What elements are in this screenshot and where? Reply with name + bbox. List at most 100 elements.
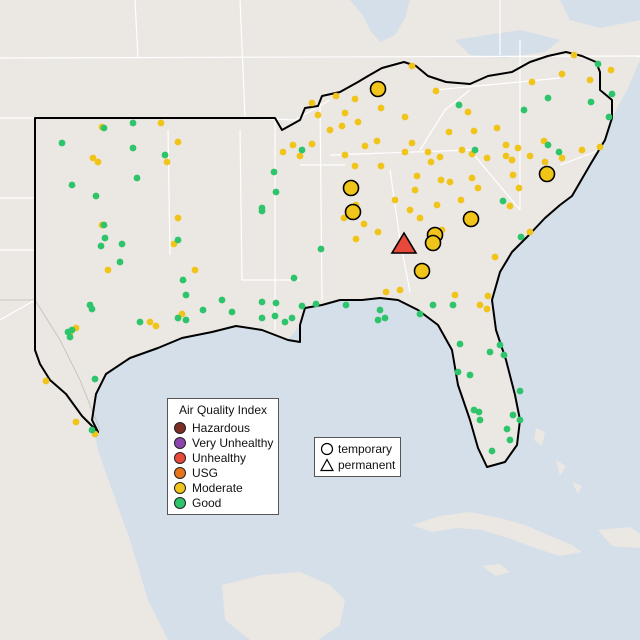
temporary-monitor-7: [538, 165, 556, 183]
moderate-site-93: [451, 291, 459, 299]
good-site-7: [133, 174, 141, 182]
good-site-66: [605, 113, 613, 121]
moderate-site-42: [558, 154, 566, 162]
state-line-5: [167, 129, 171, 256]
legend-item-unhealthy: Unhealthy: [174, 451, 246, 466]
moderate-site-3: [163, 158, 171, 166]
good-site-69: [587, 98, 595, 106]
legend-label-very-unhealthy: Very Unhealthy: [192, 436, 274, 450]
moderate-site-29: [351, 162, 359, 170]
moderate-site-55: [352, 235, 360, 243]
moderate-site-91: [464, 108, 472, 116]
good-site-9: [101, 234, 109, 242]
moderate-site-25: [354, 118, 362, 126]
moderate-site-63: [457, 196, 465, 204]
good-site-47: [516, 416, 524, 424]
good-site-37: [381, 314, 389, 322]
good-site-40: [454, 368, 462, 376]
good-site-4: [161, 151, 169, 159]
legend-item-good: Good: [174, 496, 221, 511]
good-site-39: [456, 340, 464, 348]
lake-erie: [455, 30, 560, 58]
moderate-site-13: [152, 322, 160, 330]
moderate-site-69: [382, 288, 390, 296]
moderate-site-4: [89, 154, 97, 162]
good-site-53: [470, 406, 478, 414]
moderate-site-44: [596, 143, 604, 151]
legend-item-moderate: Moderate: [174, 481, 243, 496]
good-site-5: [68, 181, 76, 189]
moderate-site-73: [493, 124, 501, 132]
good-site-59: [272, 188, 280, 196]
moderate-site-60: [406, 206, 414, 214]
state-line-2: [134, 0, 139, 59]
good-site-58: [298, 146, 306, 154]
moderate-site-77: [528, 78, 536, 86]
very-unhealthy-swatch: [174, 437, 186, 449]
legend-label-unhealthy: Unhealthy: [192, 451, 247, 465]
temporary-monitor-4: [424, 234, 442, 252]
moderate-site-81: [586, 76, 594, 84]
good-site-30: [271, 312, 279, 320]
legend-item-hazardous: Hazardous: [174, 421, 250, 436]
state-line-6: [239, 129, 300, 281]
good-site-51: [476, 416, 484, 424]
moderate-site-30: [377, 162, 385, 170]
moderate-site-83: [432, 87, 440, 95]
state-line-9: [329, 149, 471, 156]
state-line-20: [0, 299, 36, 321]
good-site-63: [374, 316, 382, 324]
moderate-site-23: [326, 126, 334, 134]
good-site-22: [174, 314, 182, 322]
moderate-site-70: [413, 172, 421, 180]
state-line-3: [239, 0, 246, 119]
temporary-monitor-2: [344, 203, 362, 221]
moderate-site-48: [491, 253, 499, 261]
good-site-65: [88, 426, 96, 434]
jamaica: [482, 564, 510, 576]
good-site-46: [509, 411, 517, 419]
hispaniola: [598, 527, 640, 548]
aqi-legend: Air Quality Index Hazardous Very Unhealt…: [167, 398, 279, 515]
moderate-site-34: [436, 153, 444, 161]
state-line-13: [434, 77, 561, 91]
state-line-7: [319, 99, 323, 301]
usg-swatch: [174, 467, 186, 479]
moderate-site-35: [458, 146, 466, 154]
good-site-29: [258, 314, 266, 322]
good-site-12: [116, 258, 124, 266]
good-site-75: [517, 233, 525, 241]
moderate-swatch: [174, 482, 186, 494]
good-site-15: [182, 291, 190, 299]
state-line-16: [559, 149, 601, 166]
good-site-28: [272, 299, 280, 307]
good-site-74: [499, 197, 507, 205]
moderate-site-12: [146, 318, 154, 326]
good-site-1: [100, 124, 108, 132]
moderate-site-19: [289, 141, 297, 149]
moderate-site-53: [340, 214, 348, 222]
moderate-site-94: [484, 292, 492, 300]
monitor-type-legend: temporary permanent: [314, 437, 401, 477]
moderate-site-84: [401, 113, 409, 121]
moderate-site-20: [279, 148, 287, 156]
yucatan-peninsula: [222, 572, 345, 640]
permanent-monitor-unhealthy: [390, 231, 418, 254]
good-site-21: [136, 318, 144, 326]
legend-item-usg: USG: [174, 466, 218, 481]
moderate-site-75: [502, 141, 510, 149]
moderate-site-79: [570, 51, 578, 59]
moderate-site-38: [502, 152, 510, 160]
good-site-72: [455, 101, 463, 109]
bahamas-2: [556, 460, 566, 476]
aqi-legend-title: Air Quality Index: [178, 403, 268, 417]
moderate-site-54: [360, 220, 368, 228]
good-site-8: [100, 221, 108, 229]
state-line-11: [469, 149, 521, 211]
good-site-6: [92, 192, 100, 200]
permanent-label: permanent: [338, 458, 396, 472]
good-site-76: [520, 106, 528, 114]
